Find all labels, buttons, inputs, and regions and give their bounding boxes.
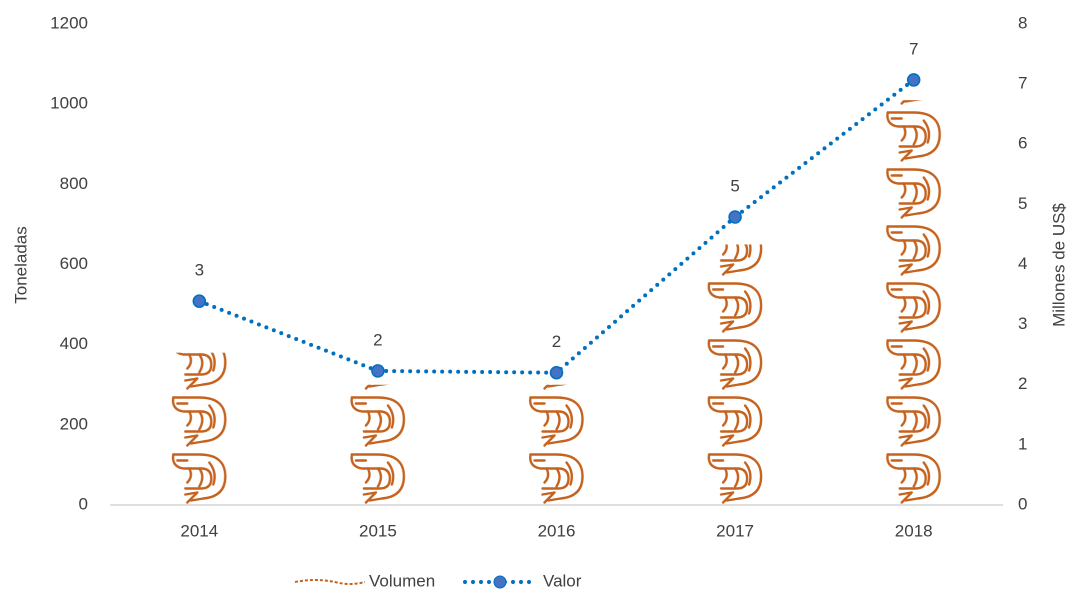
line [197,77,916,375]
y2-tick-label: 7 [1018,74,1027,93]
y2-tick-label: 4 [1018,254,1027,273]
x-tick-label: 2018 [895,521,933,540]
x-tick-label: 2014 [180,521,218,540]
bar [705,244,766,506]
data-label: 2 [373,330,382,349]
data-label: 7 [909,39,918,58]
x-tick-label: 2016 [538,521,576,540]
point [549,365,564,380]
legend-marker [493,575,507,589]
bar [526,384,587,505]
y-axis-label: Toneladas [11,226,30,304]
y-tick-label: 400 [60,334,88,353]
data-label: 5 [730,176,739,195]
point [906,73,921,87]
y2-tick-label: 0 [1018,494,1027,513]
point [371,364,385,378]
point [192,294,207,308]
bar [169,352,230,505]
y2-tick-label: 2 [1018,374,1027,393]
y-tick-label: 1200 [50,13,88,32]
bar [347,384,408,505]
legend-label: Valor [543,571,582,590]
y2-tick-label: 5 [1018,194,1027,213]
x-tick-label: 2015 [359,521,397,540]
data-label: 2 [552,332,561,351]
y-tick-label: 800 [60,174,88,193]
y2-tick-label: 1 [1018,434,1027,453]
data-label: 3 [195,261,204,280]
y2-tick-label: 8 [1018,13,1027,32]
bar [883,100,944,506]
y2-tick-label: 6 [1018,134,1027,153]
x-tick-label: 2017 [716,521,754,540]
legend-swatch [294,579,366,585]
y2-axis-label: Millones de US$ [1049,203,1068,327]
legend-label: Volumen [369,571,435,590]
point [728,210,742,224]
y-tick-label: 0 [79,494,88,513]
y-tick-label: 1000 [50,94,88,113]
y2-tick-label: 3 [1018,314,1027,333]
y-tick-label: 600 [60,254,88,273]
y-tick-label: 200 [60,414,88,433]
